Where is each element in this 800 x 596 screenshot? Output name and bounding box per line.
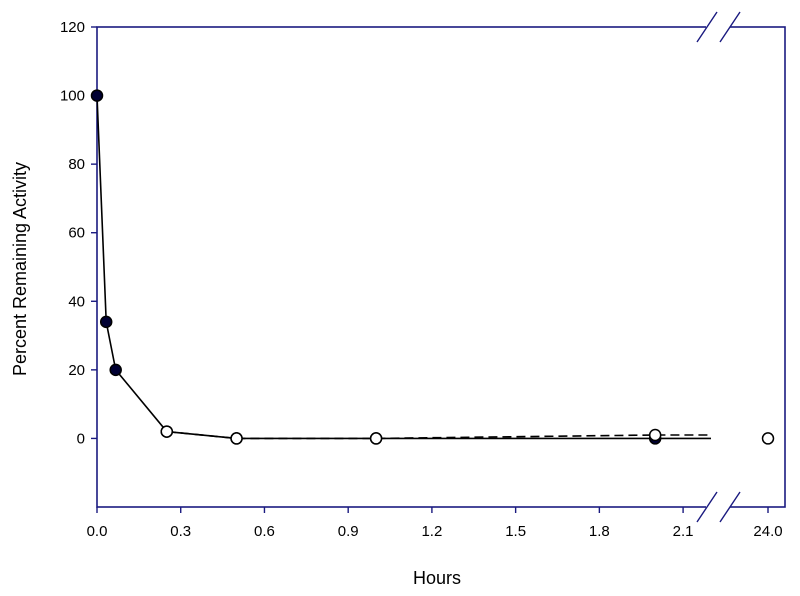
x-tick-label: 24.0 xyxy=(753,523,782,540)
x-tick-label: 2.1 xyxy=(673,523,694,540)
axis-break-slash xyxy=(719,11,741,43)
series-2-point xyxy=(761,432,775,445)
y-tick-label: 60 xyxy=(68,225,85,242)
axis-break-slash xyxy=(696,11,718,43)
y-axis-title: Percent Remaining Activity xyxy=(10,162,30,376)
x-tick-label: 0.9 xyxy=(338,523,359,540)
axis-break-slash xyxy=(696,491,718,523)
x-tick-label: 0.0 xyxy=(87,523,108,540)
series-2-line xyxy=(166,430,711,440)
y-tick-label: 0 xyxy=(77,430,85,447)
plot-frame xyxy=(96,26,786,508)
x-tick-label: 0.3 xyxy=(170,523,191,540)
y-tick-label: 80 xyxy=(68,156,85,173)
x-tick-label: 0.6 xyxy=(254,523,275,540)
axis-break-marks xyxy=(696,11,741,523)
series-2-point xyxy=(230,432,243,445)
series-2-point xyxy=(648,428,662,442)
axis-break-gap xyxy=(706,504,730,510)
series-1-point xyxy=(109,363,122,377)
x-tick-label: 1.8 xyxy=(589,523,610,540)
y-axis-ticks: 0 20 40 60 80 100 120 xyxy=(60,19,97,447)
series-1-point xyxy=(99,315,113,329)
series-1-point xyxy=(90,89,104,102)
series-1-line xyxy=(96,95,711,440)
y-tick-label: 100 xyxy=(60,88,85,105)
axis-break-gap xyxy=(706,24,730,30)
plot-border xyxy=(96,26,786,508)
y-tick-label: 120 xyxy=(60,19,85,36)
y-tick-label: 20 xyxy=(68,362,85,379)
series-lines xyxy=(96,95,711,440)
axis-break-slash xyxy=(719,491,741,523)
x-axis-title: Hours xyxy=(413,568,461,588)
x-tick-label: 1.2 xyxy=(421,523,442,540)
series-2-point xyxy=(369,432,383,445)
y-tick-label: 40 xyxy=(68,293,85,310)
x-axis-ticks: 0.0 0.3 0.6 0.9 1.2 1.5 1.8 2.1 24.0 xyxy=(87,507,783,540)
x-tick-label: 1.5 xyxy=(505,523,526,540)
series-2-point xyxy=(160,425,174,438)
series-points xyxy=(90,89,775,445)
